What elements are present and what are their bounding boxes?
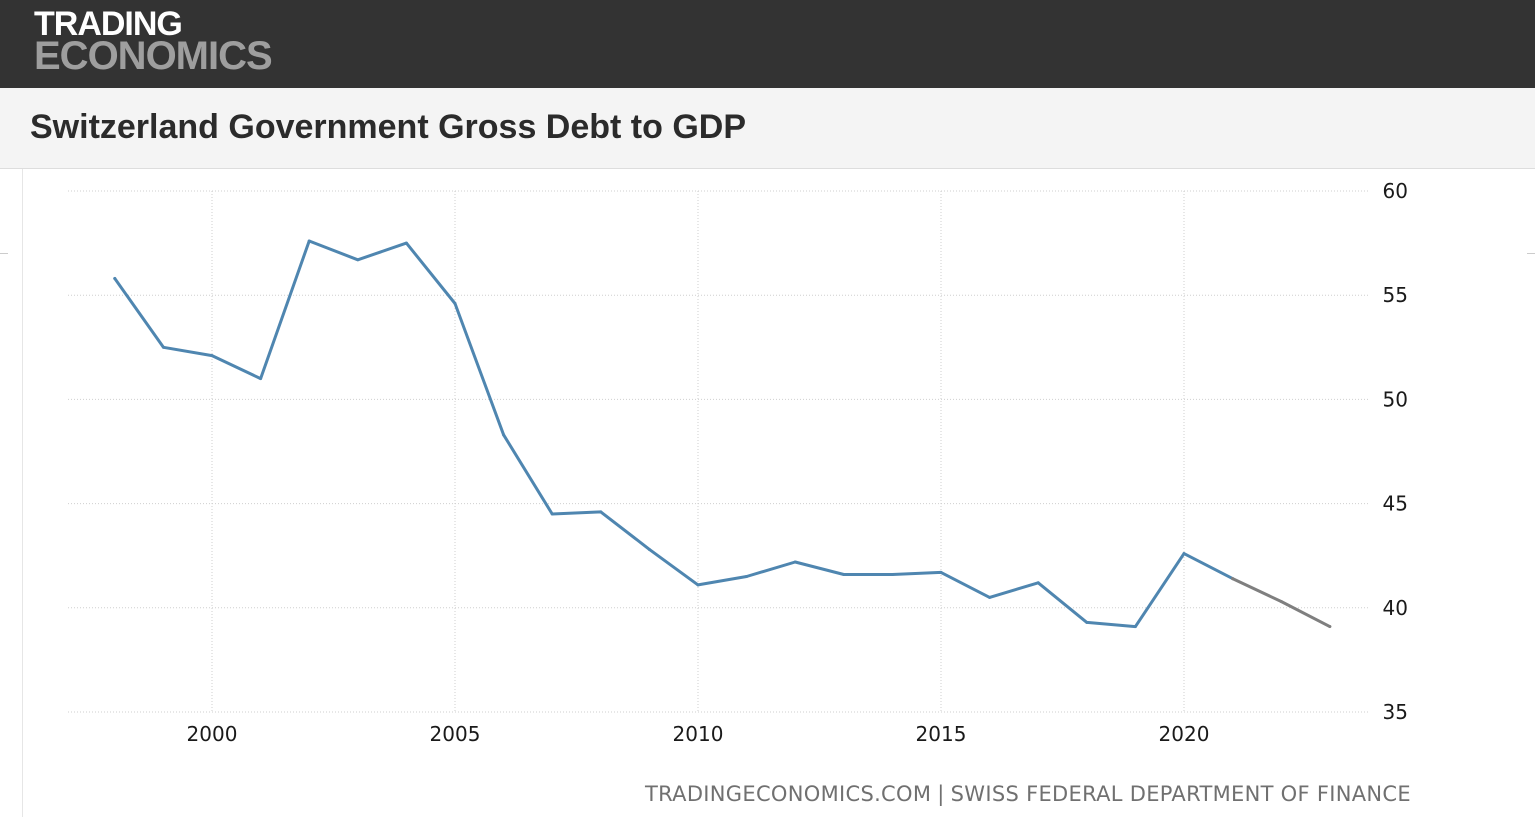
data-point: [647, 547, 651, 551]
data-point: [793, 560, 797, 564]
grid-layer: [68, 190, 1368, 713]
data-point: [404, 241, 408, 245]
trading-economics-logo[interactable]: TRADING ECONOMICS: [34, 5, 273, 79]
data-point: [550, 512, 554, 516]
chart-left-border: [22, 169, 23, 817]
source-separator: |: [937, 782, 945, 806]
data-point: [599, 510, 603, 514]
data-point: [1085, 620, 1089, 624]
data-point: [1133, 625, 1137, 629]
logo-line-economics: ECONOMICS: [34, 34, 273, 79]
series-layer: [113, 239, 1332, 629]
source-site-link[interactable]: TRADINGECONOMICS.COM: [645, 782, 932, 806]
chart-area: 35 40 45 50 55 60 2000 2005 2010 2015 2020: [0, 169, 1535, 817]
source-organization: SWISS FEDERAL DEPARTMENT OF FINANCE: [950, 782, 1411, 806]
line-chart: 35 40 45 50 55 60 2000 2005 2010 2015 2020: [68, 179, 1408, 746]
data-point: [1231, 577, 1235, 581]
data-point: [210, 354, 214, 358]
x-tick-label: 2020: [1159, 722, 1210, 746]
page-title: Switzerland Government Gross Debt to GDP: [30, 108, 747, 146]
logo-line-trading: TRADING: [34, 5, 183, 43]
data-point: [453, 302, 457, 306]
data-point: [988, 595, 992, 599]
data-point: [939, 570, 943, 574]
x-tick-label: 2000: [187, 722, 238, 746]
data-point: [502, 433, 506, 437]
data-point: [842, 572, 846, 576]
series-line-actual: [113, 239, 1235, 629]
right-edge-tick: [1527, 253, 1535, 254]
title-bar: [0, 88, 1535, 169]
tick-label-layer: 35 40 45 50 55 60 2000 2005 2010 2015 2020: [187, 179, 1408, 746]
x-tick-label: 2005: [430, 722, 481, 746]
y-tick-label: 45: [1383, 492, 1408, 516]
data-point: [356, 258, 360, 262]
data-point: [745, 575, 749, 579]
data-point: [1036, 581, 1040, 585]
x-tick-label: 2010: [673, 722, 724, 746]
data-point: [113, 277, 117, 281]
data-point: [696, 583, 700, 587]
y-tick-label: 50: [1383, 387, 1408, 411]
y-tick-label: 40: [1383, 596, 1408, 620]
y-tick-label: 55: [1383, 283, 1408, 307]
data-point: [259, 377, 263, 381]
x-tick-label: 2015: [916, 722, 967, 746]
y-tick-label: 60: [1383, 179, 1408, 203]
top-header-bar: [0, 0, 1535, 88]
data-point: [1328, 625, 1332, 629]
data-point: [1182, 552, 1186, 556]
y-tick-label: 35: [1383, 700, 1408, 724]
left-edge-tick: [0, 253, 8, 254]
data-point: [161, 345, 165, 349]
data-point: [890, 572, 894, 576]
data-point: [1279, 600, 1283, 604]
source-attribution: TRADINGECONOMICS.COM | SWISS FEDERAL DEPAR…: [645, 782, 1411, 806]
data-point: [307, 239, 311, 243]
